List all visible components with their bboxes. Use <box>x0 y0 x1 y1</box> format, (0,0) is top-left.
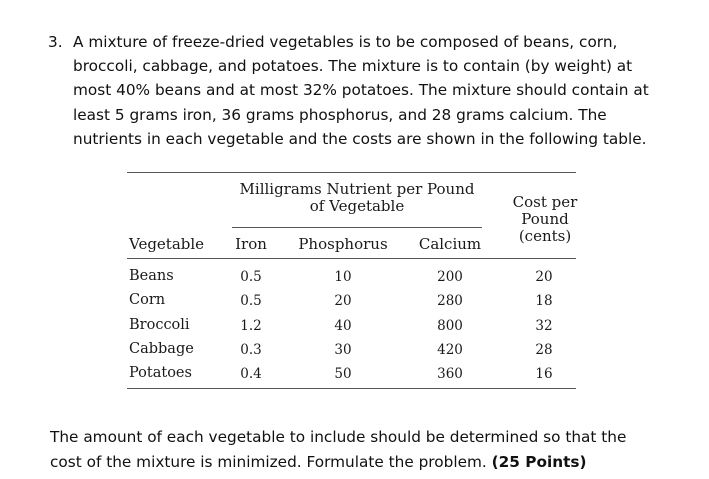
cell-calcium: 420 <box>437 342 463 358</box>
points-label: (25 Points) <box>491 453 587 471</box>
problem-text: A mixture of freeze-dried vegetables is … <box>73 33 649 148</box>
cell-vegetable: Potatoes <box>129 365 192 381</box>
cell-vegetable: Beans <box>129 268 174 284</box>
cell-calcium: 800 <box>437 318 463 334</box>
header-rule <box>127 258 576 259</box>
cell-cost: 28 <box>535 342 553 358</box>
cell-iron: 1.2 <box>240 318 262 334</box>
cell-cost: 32 <box>535 318 553 334</box>
cell-vegetable: Corn <box>129 292 166 308</box>
nutrient-table: Milligrams Nutrient per Pound of Vegetab… <box>127 172 577 389</box>
footer-text: The amount of each vegetable to include … <box>50 428 627 471</box>
table-bottom-rule <box>127 388 576 389</box>
cell-vegetable: Cabbage <box>129 341 194 357</box>
cell-iron: 0.5 <box>240 269 262 285</box>
problem-number: 3. <box>48 33 63 51</box>
cell-phosphorus: 40 <box>334 318 352 334</box>
cell-phosphorus: 10 <box>334 269 352 285</box>
cell-cost: 16 <box>535 366 553 382</box>
cell-iron: 0.3 <box>240 342 262 358</box>
cell-vegetable: Broccoli <box>129 317 190 333</box>
cell-phosphorus: 50 <box>334 366 352 382</box>
col-vegetable: Vegetable <box>129 235 205 253</box>
cell-iron: 0.4 <box>240 366 262 382</box>
cell-iron: 0.5 <box>240 293 262 309</box>
cost-header: Cost per Pound (cents) <box>512 193 578 245</box>
cell-calcium: 280 <box>437 293 463 309</box>
col-phosphorus: Phosphorus <box>298 235 388 253</box>
col-calcium: Calcium <box>418 235 482 253</box>
cell-calcium: 360 <box>437 366 463 382</box>
cell-cost: 20 <box>535 269 553 285</box>
cell-cost: 18 <box>535 293 553 309</box>
table-top-rule <box>127 172 576 173</box>
cell-phosphorus: 30 <box>334 342 352 358</box>
problem-statement: 3. A mixture of freeze-dried vegetables … <box>48 30 668 151</box>
col-iron: Iron <box>235 235 267 253</box>
group-header: Milligrams Nutrient per Pound of Vegetab… <box>239 180 475 215</box>
footer-instructions: The amount of each vegetable to include … <box>50 425 650 475</box>
cell-calcium: 200 <box>437 269 463 285</box>
cell-phosphorus: 20 <box>334 293 352 309</box>
group-header-rule <box>232 227 482 228</box>
